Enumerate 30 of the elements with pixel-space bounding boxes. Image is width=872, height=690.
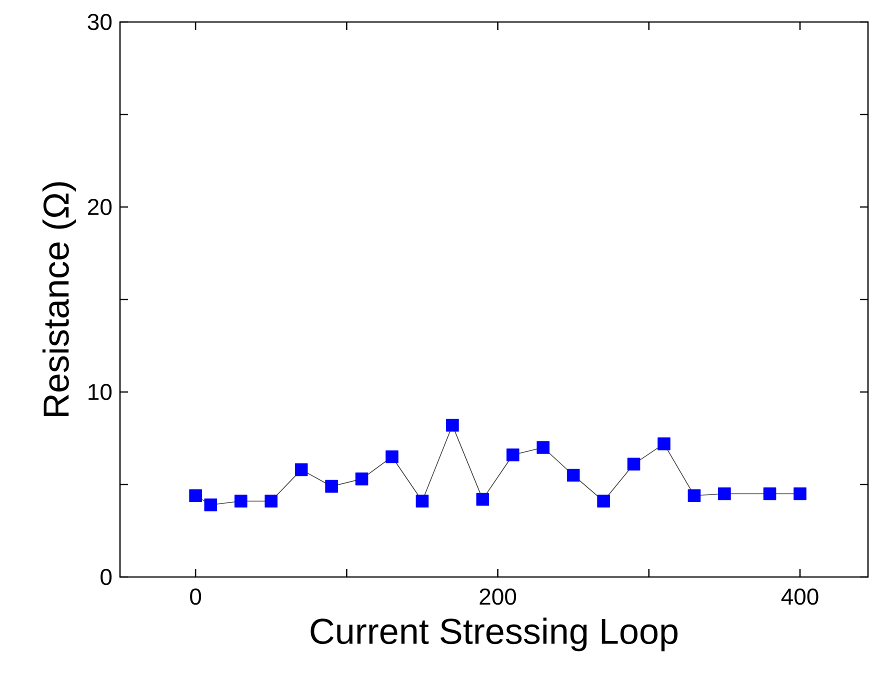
x-tick-label: 200: [480, 588, 516, 605]
y-axis-title: Resistance (Ω): [42, 182, 76, 416]
point: [718, 487, 731, 500]
point: [446, 418, 459, 432]
point: [386, 450, 398, 464]
x-tick-label: 400: [781, 588, 818, 605]
point: [189, 489, 202, 502]
point: [294, 463, 308, 476]
y-tick-label: 30: [88, 14, 112, 30]
point: [325, 480, 338, 493]
y-tick-label: 0: [100, 568, 112, 586]
point: [234, 494, 248, 508]
point: [763, 487, 776, 500]
point: [355, 472, 368, 486]
point: [597, 494, 610, 508]
point: [476, 492, 490, 506]
y-tick-label: 20: [88, 198, 112, 216]
x-axis-title: Current Stressing Loop: [310, 618, 678, 652]
point: [688, 489, 701, 502]
point: [566, 468, 580, 482]
point: [658, 437, 670, 450]
point: [794, 487, 806, 500]
y-tick-label: 10: [88, 384, 112, 400]
point: [506, 448, 520, 462]
point: [536, 441, 550, 454]
point: [204, 498, 218, 512]
point: [416, 494, 429, 508]
x-tick-label: 0: [190, 588, 202, 605]
point: [627, 458, 640, 471]
point: [264, 494, 278, 508]
